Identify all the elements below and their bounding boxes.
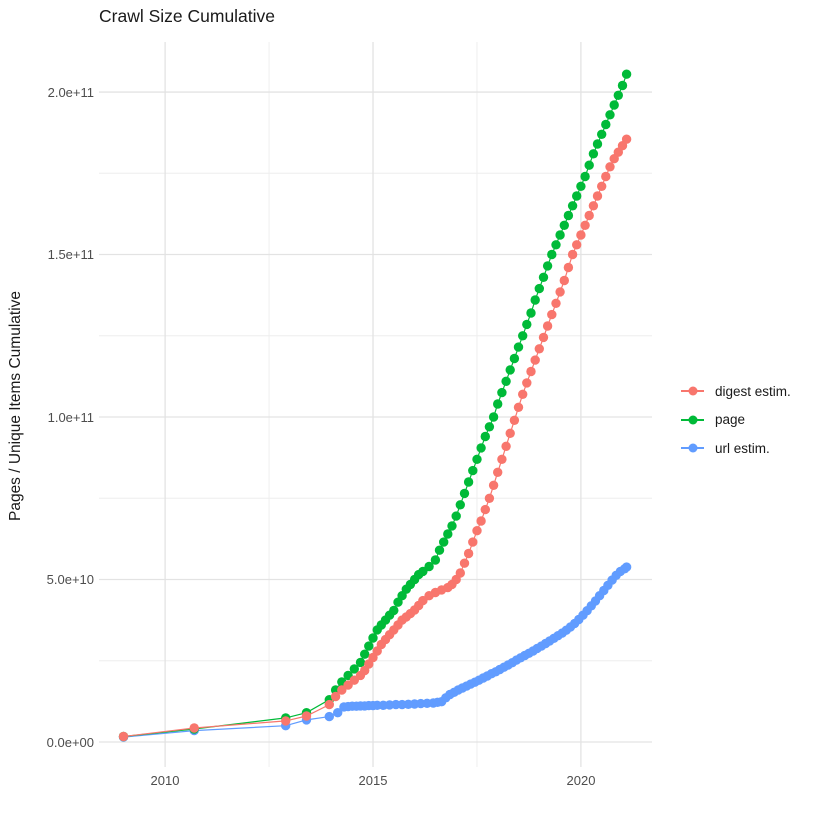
legend-item-url-estim: url estim. [681, 434, 791, 463]
y-tick-label-3: 1.5e+11 [47, 247, 94, 262]
legend-item-digest-estim: digest estim. [681, 377, 791, 406]
legend-label-url: url estim. [715, 440, 770, 456]
y-tick-label-0: 0.0e+00 [46, 735, 94, 750]
x-tick-label-2020: 2020 [566, 773, 596, 788]
legend: digest estim. page url estim. [681, 377, 791, 463]
y-axis-title: Pages / Unique Items Cumulative [7, 290, 24, 522]
legend-item-page: page [681, 406, 791, 435]
x-tick-label-2015: 2015 [358, 773, 388, 788]
chart-title: Crawl Size Cumulative [99, 6, 276, 26]
legend-label-page: page [715, 412, 746, 428]
legend-label-digest: digest estim. [715, 383, 791, 399]
legend-key-url-icon [681, 443, 704, 453]
y-tick-label-2: 1.0e+11 [47, 410, 94, 425]
x-tick-label-2010: 2010 [150, 773, 180, 788]
y-tick-label-4: 2.0e+11 [47, 85, 94, 100]
y-tick-label-1: 5.0e+10 [46, 572, 94, 587]
legend-key-digest-icon [681, 386, 704, 396]
legend-key-page-icon [681, 415, 704, 425]
